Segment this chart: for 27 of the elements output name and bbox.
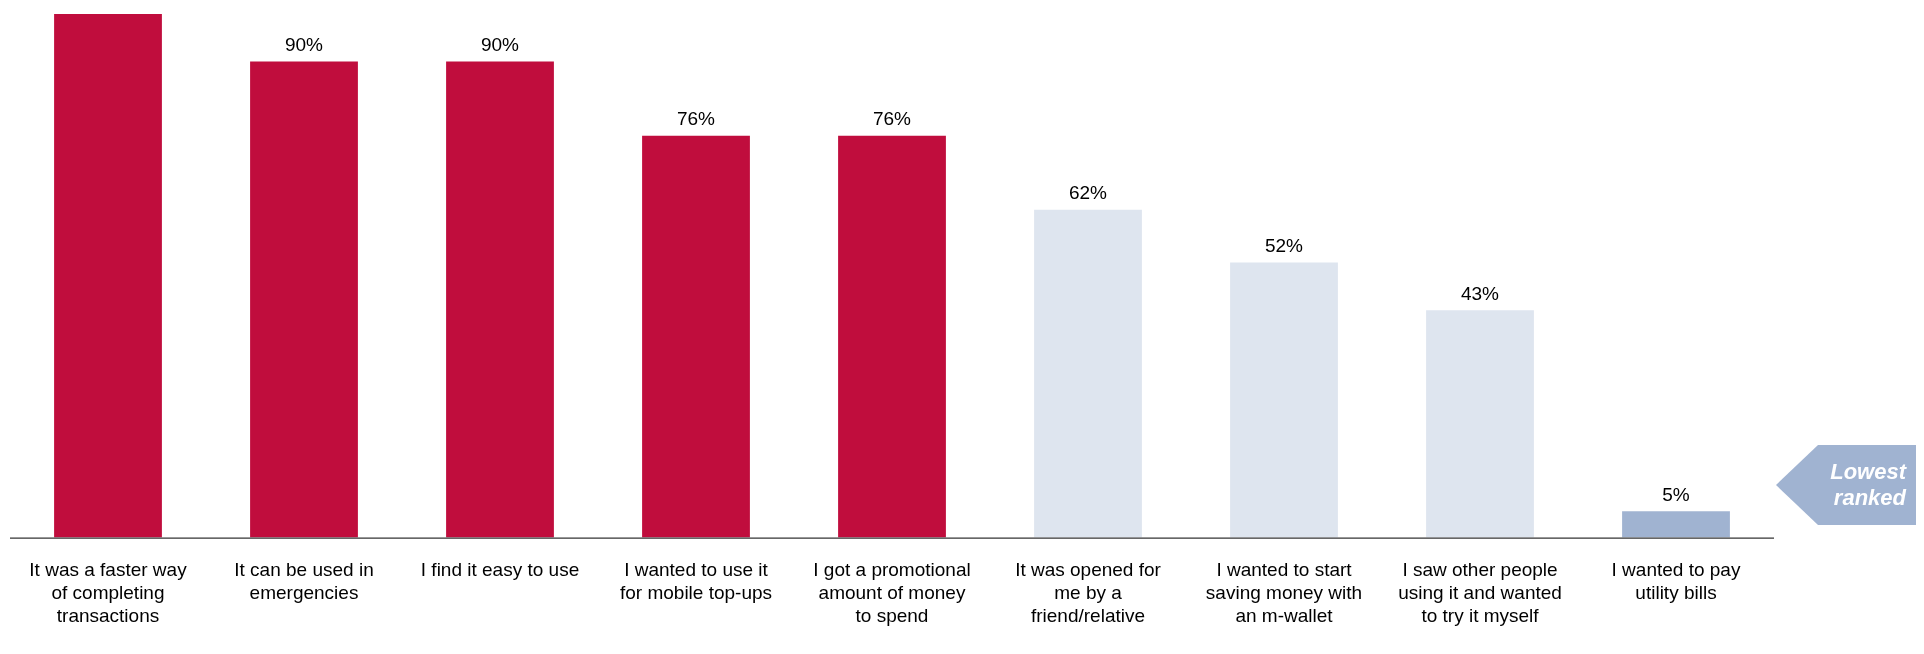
x-tick-label: I wanted to pay utility bills [1611,559,1741,604]
bar [1622,511,1730,538]
bar [446,61,554,538]
data-label: 5% [1662,483,1690,505]
bar [54,14,162,538]
x-tick-label: I find it easy to use [420,559,580,581]
data-label: 43% [1460,282,1500,304]
bar [838,135,946,538]
data-label: 62% [1068,182,1108,204]
bar [1230,262,1338,538]
x-tick-label: It was opened for me by a friend/relative [1015,559,1162,626]
bar [1426,310,1534,538]
x-tick-label: I wanted to start saving money with an m-wallet [1205,559,1363,626]
bar [1034,209,1142,538]
x-tick-label: It can be used in emergencies [234,559,374,604]
data-label: 52% [1264,235,1304,257]
x-tick-label: I got a promotional amount of money to spend [813,559,971,626]
data-label: 76% [872,108,912,130]
bar [250,61,358,538]
x-tick-label: I saw other people using it and wanted to try it myself [1398,559,1562,626]
data-label: 76% [676,108,716,130]
data-label: 90% [284,34,324,56]
bar [642,135,750,538]
data-label: 90% [480,34,520,56]
arrow-callout: Lowest ranked [1776,445,1916,525]
x-tick-label: I wanted to use it for mobile top-ups [619,559,773,604]
x-tick-label: It was a faster way of completing transactions [29,559,188,626]
